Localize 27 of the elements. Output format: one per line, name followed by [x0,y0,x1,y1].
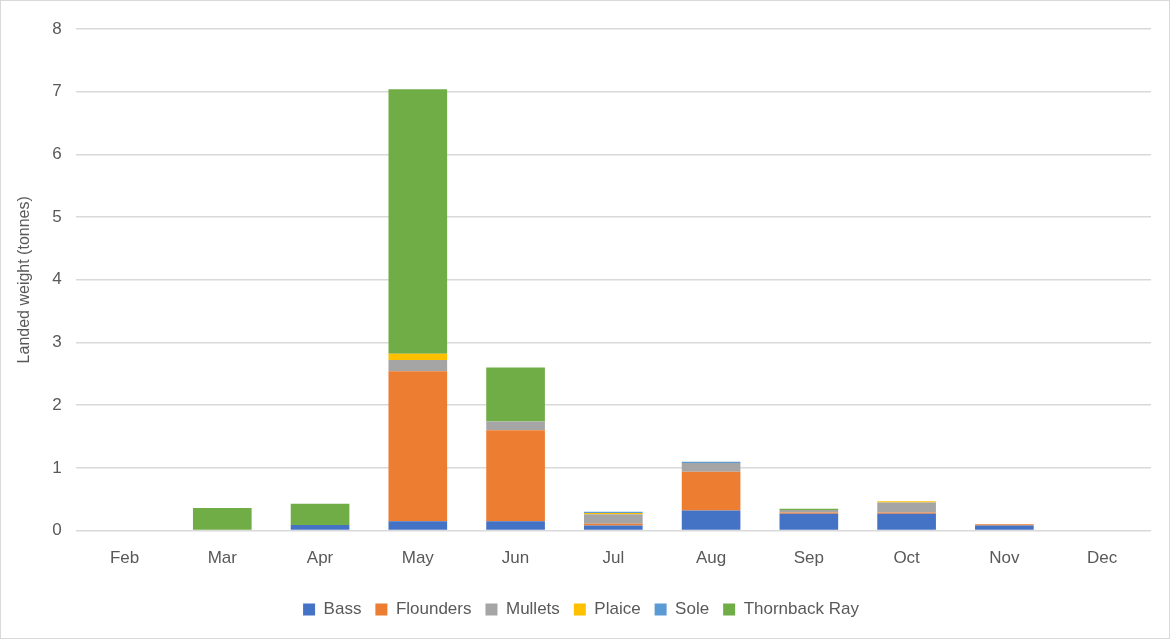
y-tick-label: 6 [52,144,62,164]
y-tick-label: 7 [52,81,62,101]
x-tick-label: Feb [109,548,140,568]
y-tick-label: 1 [52,457,62,477]
y-tick-label: 2 [52,394,62,414]
x-tick-label: Jul [602,548,625,568]
x-tick-label: Oct [893,548,921,568]
y-axis-title: Landed weight (tonnes) [15,196,33,364]
x-tick-label: May [401,548,435,568]
legend-label: Plaice [594,599,641,619]
x-tick-label: Jun [501,548,530,568]
legend-label: Flounders [395,599,472,619]
x-tick-label: Nov [989,548,1020,568]
y-tick-label: 8 [52,18,62,38]
y-tick-label: 0 [52,520,62,540]
legend-label: Sole [675,599,710,619]
y-tick-label: 3 [52,332,62,352]
x-tick-label: Dec [1087,548,1118,568]
x-tick-label: Sep [793,548,824,568]
y-tick-label: 4 [52,269,62,289]
x-tick-label: Mar [207,548,238,568]
x-tick-label: Apr [306,548,334,568]
x-tick-label: Aug [695,548,727,568]
legend-label: Mullets [505,599,560,619]
legend-label: Bass [323,599,362,619]
legend-label: Thornback Ray [743,599,860,619]
y-tick-label: 5 [52,206,62,226]
